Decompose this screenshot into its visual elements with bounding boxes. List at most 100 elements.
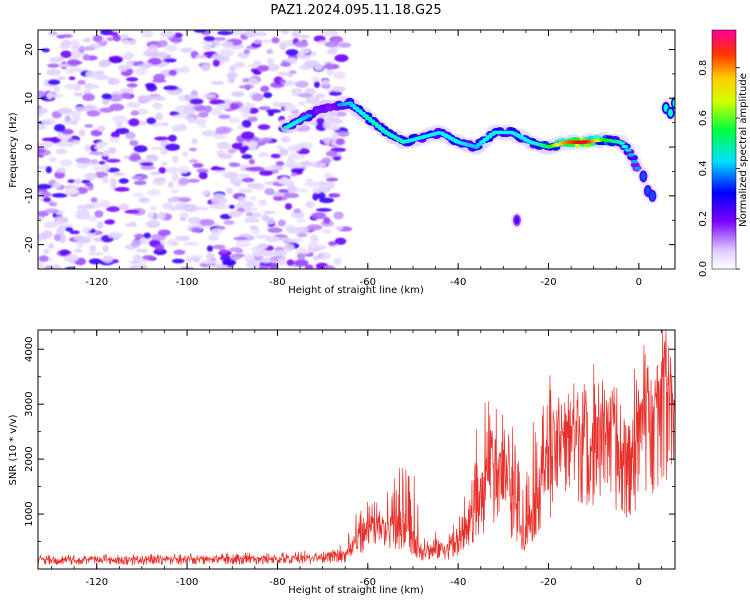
noise-blob [140, 165, 156, 171]
noise-blob [284, 203, 293, 210]
snr-panel: -120 -100 -80 -60 -40 -20 0 1000 2000 3000 4000 He… [8, 329, 676, 596]
noise-blob [258, 265, 269, 269]
noise-blob [60, 50, 72, 59]
noise-blob [63, 254, 79, 263]
noise-blob [287, 144, 302, 152]
noise-blob [305, 142, 312, 150]
snr-ytick-label: 3000 [24, 391, 35, 416]
noise-blob [57, 107, 73, 115]
noise-blob [238, 173, 251, 178]
noise-blob [182, 151, 189, 157]
noise-blob [48, 202, 58, 207]
noise-blob [286, 57, 298, 65]
noise-blob [173, 32, 183, 39]
noise-blob [326, 68, 334, 76]
noise-blob [74, 178, 82, 185]
noise-blob [130, 239, 141, 248]
noise-blob [243, 30, 258, 38]
noise-blob [164, 143, 180, 151]
snr-ylabel: SNR (10 * v/v) [8, 414, 19, 485]
noise-blob [325, 150, 338, 157]
noise-blob [259, 137, 272, 143]
noise-blob [321, 79, 330, 86]
noise-blob [286, 259, 295, 266]
noise-blob [163, 58, 177, 63]
noise-blob [256, 64, 270, 72]
noise-blob [198, 171, 208, 180]
noise-blob [118, 178, 129, 184]
noise-blob [102, 255, 114, 264]
noise-blob [98, 160, 106, 165]
noise-blob [78, 129, 86, 137]
noise-blob [213, 37, 227, 41]
noise-blob [147, 189, 161, 196]
noise-blob [44, 208, 59, 214]
noise-blob [142, 255, 156, 261]
noise-blob [294, 259, 309, 267]
noise-blob [187, 178, 200, 183]
noise-blob [252, 251, 266, 258]
trace-core [352, 106, 360, 111]
noise-blob [178, 197, 192, 203]
noise-blob [264, 188, 275, 196]
noise-blob [105, 158, 121, 163]
noise-blob [250, 195, 257, 201]
noise-blob [265, 109, 282, 114]
noise-blob [222, 41, 234, 49]
noise-blob [247, 140, 258, 149]
spectrogram-xtick-label: -120 [85, 277, 108, 288]
noise-blob [270, 153, 281, 159]
noise-blob [96, 141, 109, 147]
noise-blob [157, 40, 168, 48]
noise-blob [84, 182, 93, 187]
noise-blob [64, 83, 76, 90]
noise-blob [310, 234, 318, 242]
noise-blob [77, 80, 86, 85]
noise-blob [332, 131, 339, 139]
noise-blob [230, 162, 241, 167]
noise-blob [183, 241, 200, 246]
noise-blob [252, 70, 262, 75]
noise-blob [258, 199, 268, 207]
noise-blob [323, 217, 331, 224]
noise-blob [225, 187, 234, 194]
noise-blob [69, 230, 80, 235]
noise-blob [258, 152, 270, 158]
noise-blob [38, 90, 45, 98]
spectrogram-xtick-label: -40 [450, 277, 466, 288]
noise-blob [161, 202, 174, 210]
noise-blob [146, 212, 154, 219]
noise-blob [152, 102, 163, 110]
snr-xtick-label: -20 [540, 577, 556, 588]
noise-blob [313, 35, 326, 43]
noise-blob [247, 107, 259, 114]
trace-core [472, 145, 480, 149]
noise-blob [237, 107, 250, 113]
noise-blob [128, 155, 142, 162]
colorbar-gradient [712, 30, 736, 269]
noise-blob [266, 217, 275, 225]
noise-blob [92, 165, 103, 172]
noise-blob [136, 60, 144, 65]
noise-blob [201, 130, 216, 137]
noise-blob [57, 132, 72, 140]
noise-blob [237, 188, 254, 194]
noise-blob [334, 54, 349, 63]
noise-blob [54, 123, 66, 132]
noise-blob [331, 86, 346, 92]
noise-blob [334, 225, 344, 230]
noise-blob [294, 40, 309, 48]
noise-blob [93, 202, 103, 208]
noise-blob [188, 147, 198, 152]
noise-blob [210, 107, 222, 116]
noise-blob [167, 134, 177, 142]
noise-blob [337, 131, 349, 137]
noise-blob [229, 102, 240, 110]
noise-blob [263, 210, 276, 215]
noise-blob [42, 197, 52, 203]
noise-blob [167, 181, 174, 188]
noise-blob [46, 68, 62, 76]
noise-blob [304, 181, 320, 188]
noise-blob [102, 150, 110, 157]
